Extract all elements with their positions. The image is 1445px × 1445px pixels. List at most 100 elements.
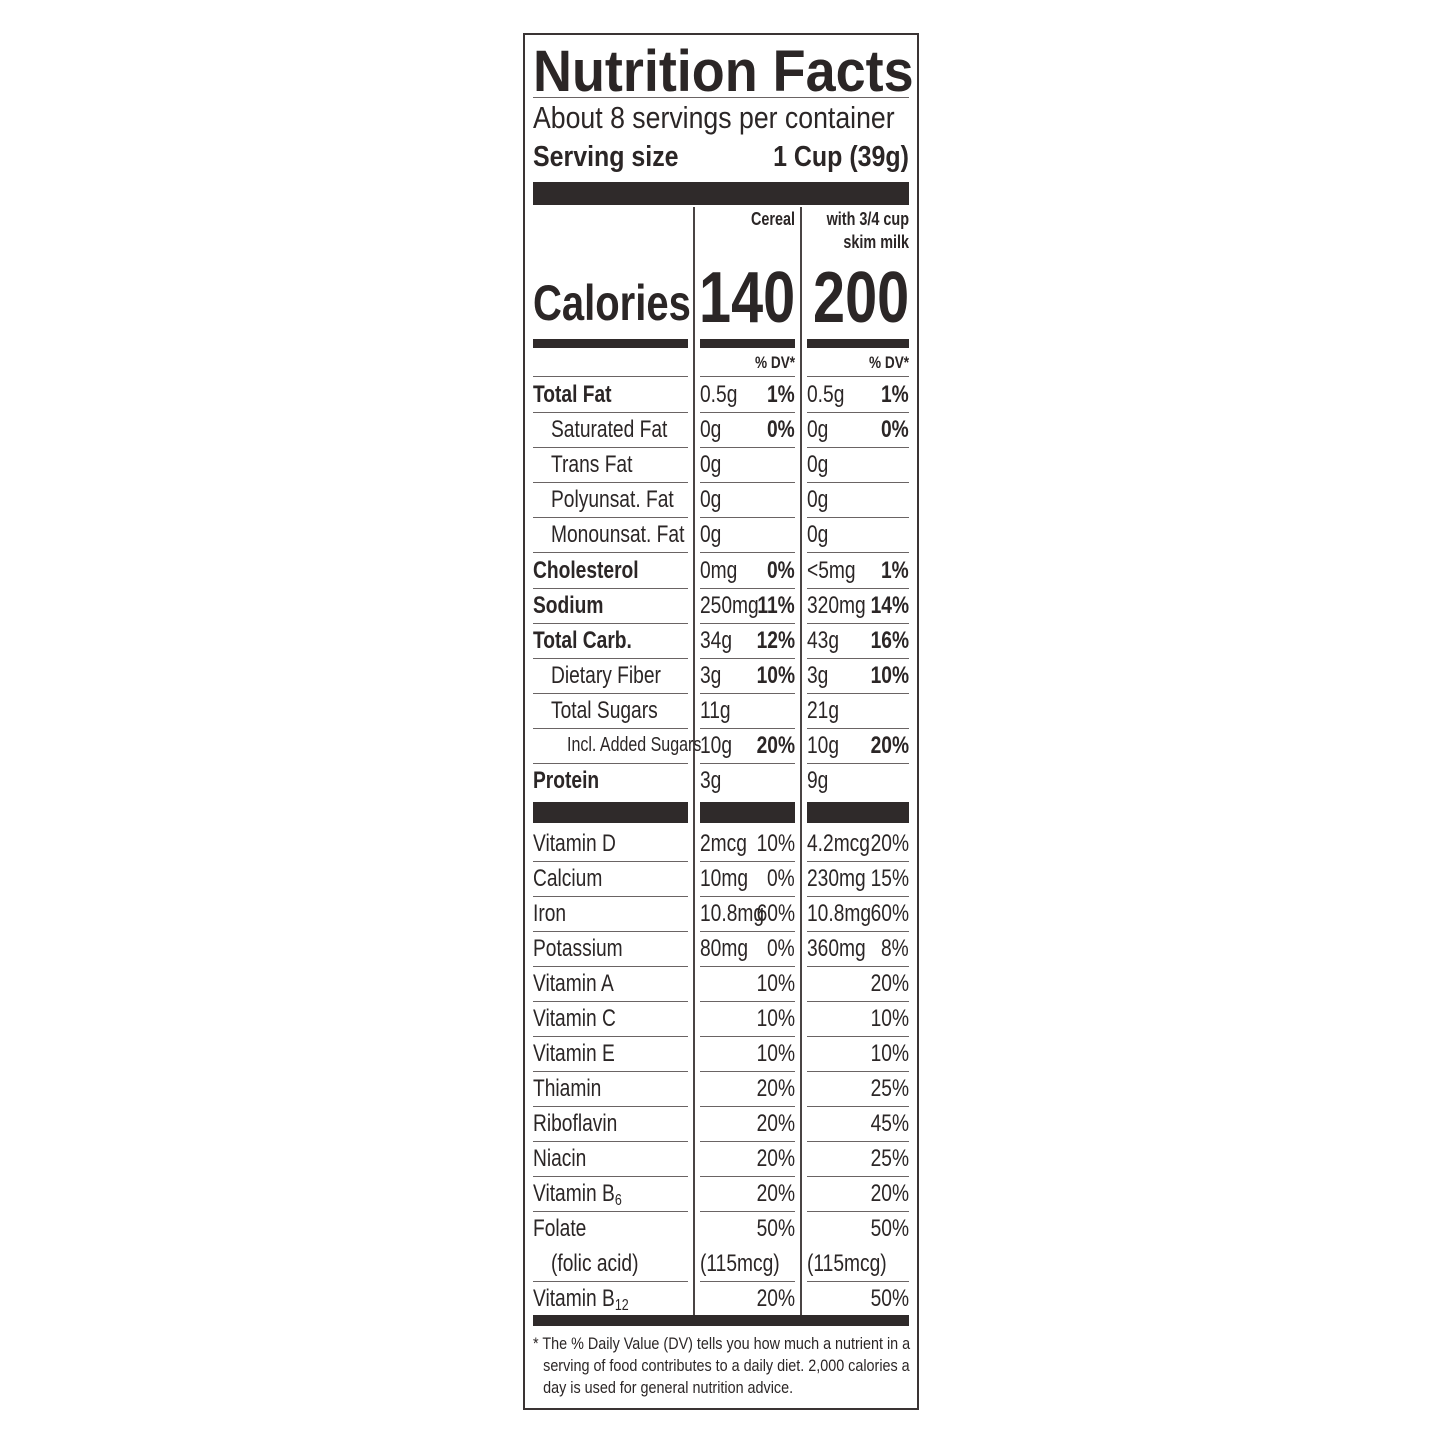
row-divider (700, 1001, 795, 1002)
calories-label: Calories (533, 275, 730, 331)
row-divider (700, 861, 795, 862)
nutrient-label: Total Sugars (551, 693, 684, 728)
cereal-dv: 12% (747, 623, 795, 658)
milk-dv: 25% (861, 1071, 909, 1106)
cereal-dv: 10% (747, 826, 795, 861)
cereal-dv-text: 20% (756, 1285, 795, 1312)
row-divider (533, 896, 688, 897)
row-divider (533, 966, 688, 967)
row-divider (533, 1176, 688, 1177)
nutrient-label-text: Total Carb. (533, 626, 632, 654)
row-divider (700, 1036, 795, 1037)
milk-amount: 360mg (807, 931, 880, 966)
milk-dv: 50% (861, 1281, 909, 1316)
milk-dv-text: 25% (870, 1075, 909, 1102)
vitamin-label: Vitamin B6 (533, 1176, 644, 1211)
row-divider (807, 896, 909, 897)
row-divider (807, 657, 909, 659)
milk-amount: 0g (807, 517, 834, 552)
cereal-dv: 0% (760, 861, 795, 896)
calories-label-text: Calories (533, 275, 691, 331)
nutrition-facts-panel (523, 33, 919, 1410)
cereal-dv-text: 0% (767, 935, 795, 962)
row-divider (700, 1281, 795, 1282)
title-text: Nutrition Facts (533, 39, 914, 104)
row-divider (700, 552, 795, 554)
cereal-amount: 34g (700, 623, 740, 658)
row-divider (533, 482, 688, 484)
row-divider (533, 447, 688, 449)
cereal-amount-text: 250mg (700, 591, 759, 619)
vitamin-label: Vitamin D (533, 826, 637, 861)
milk-amount-text: 360mg (807, 935, 866, 962)
milk-dv: 20% (861, 1176, 909, 1211)
cereal-amount-text: 3g (700, 767, 722, 795)
milk-dv-text: 0% (881, 416, 909, 444)
nutrient-label: Sodium (533, 588, 621, 623)
milk-dv: 10% (861, 658, 909, 693)
cereal-header-text: Cereal (750, 209, 795, 229)
row-divider (533, 552, 688, 554)
column-header-milk-line1: with 3/4 cup (806, 208, 909, 230)
nutrient-label: Total Fat (533, 377, 631, 412)
cereal-dv: 20% (747, 1176, 795, 1211)
nutrient-label: Protein (533, 763, 616, 798)
milk-amount-text: 320mg (807, 591, 866, 619)
cereal-amount: (115mcg) (700, 1246, 800, 1281)
row-divider (807, 1071, 909, 1072)
row-divider (807, 763, 909, 764)
milk-dv: 16% (861, 623, 909, 658)
row-divider (533, 1036, 688, 1037)
cereal-dv: 11% (748, 588, 795, 623)
row-divider (533, 657, 688, 659)
medium-divider (700, 339, 795, 348)
column-divider (693, 207, 695, 1315)
cereal-amount-text: 0g (700, 451, 722, 479)
serving-size-value-text: 1 Cup (39g) (773, 141, 909, 173)
nutrient-label-text: Saturated Fat (551, 416, 668, 444)
row-divider (700, 447, 795, 449)
milk-amount-text: 9g (807, 767, 829, 795)
milk-dv: 0% (874, 412, 909, 447)
milk-amount: 320mg (807, 588, 880, 623)
milk-dv: 45% (861, 1106, 909, 1141)
milk-dv-text: 10% (870, 1005, 909, 1032)
milk-amount-text: 0.5g (807, 381, 845, 408)
milk-dv-text: 1% (881, 381, 909, 408)
milk-dv: 8% (874, 931, 909, 966)
cereal-amount-text: (115mcg) (700, 1250, 780, 1277)
thick-divider (807, 802, 909, 823)
cereal-dv: 10% (747, 966, 795, 1001)
cereal-dv: 10% (747, 1001, 795, 1036)
milk-amount-text: 3g (807, 661, 829, 689)
vitamin-label-text: Iron (533, 900, 567, 927)
row-divider (807, 517, 909, 519)
row-divider (700, 657, 795, 659)
row-divider (700, 966, 795, 967)
nutrient-label-text: Polyunsat. Fat (551, 486, 674, 514)
cereal-dv: 1% (760, 377, 795, 412)
milk-amount-text: 4.2mcg (807, 830, 870, 857)
milk-amount-text: (115mcg) (807, 1250, 887, 1277)
cereal-dv: 10% (747, 1036, 795, 1071)
row-divider (700, 1141, 795, 1142)
cereal-dv: 0% (760, 553, 795, 588)
dv-header-text: % DV* (754, 353, 795, 372)
cereal-amount-text: 2mcg (700, 830, 747, 857)
vitamin-label-text: Potassium (533, 935, 623, 962)
row-divider (533, 931, 688, 932)
row-divider (700, 931, 795, 932)
milk-amount: 4.2mcg (807, 826, 886, 861)
dv-header-text: % DV* (868, 353, 909, 372)
divider (807, 376, 909, 377)
milk-amount-text: 10.8mg (807, 900, 872, 927)
vitamin-label-text: Calcium (533, 865, 603, 892)
vitamin-label-text: Riboflavin (533, 1110, 618, 1137)
vitamin-label-text: Folate (533, 1215, 587, 1242)
row-divider (700, 1071, 795, 1072)
cereal-dv-text: 0% (767, 416, 795, 444)
cereal-dv-text: 20% (756, 1145, 795, 1172)
cereal-dv-text: 1% (767, 381, 795, 408)
row-divider (700, 622, 795, 624)
vitamin-label-sub-text: (folic acid) (551, 1250, 639, 1277)
